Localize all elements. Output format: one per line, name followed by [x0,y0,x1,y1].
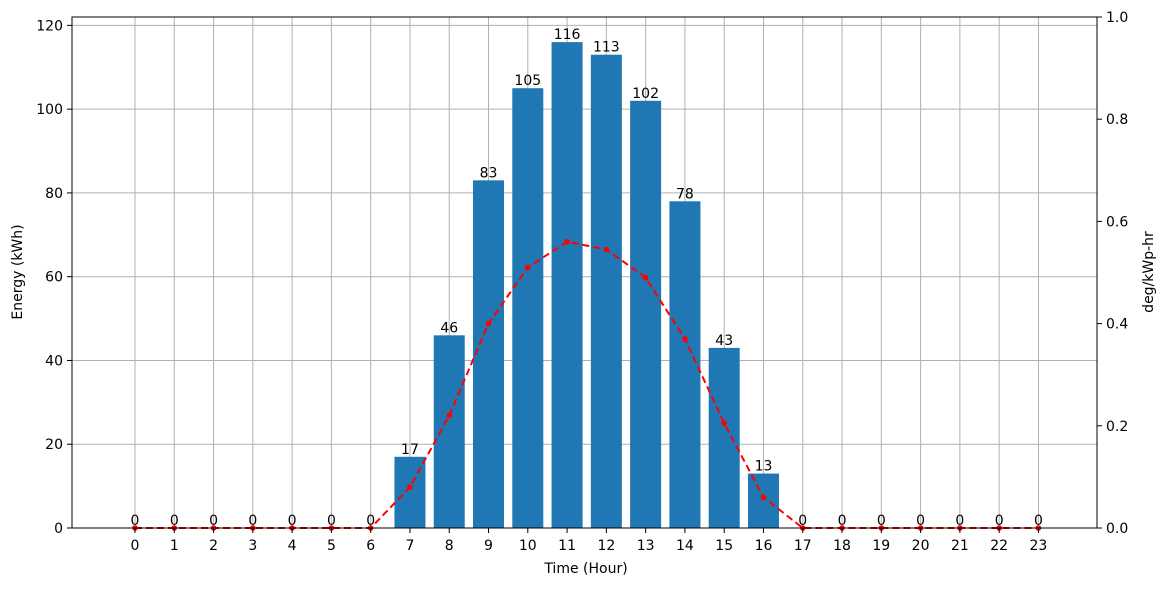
x-tick-label: 13 [637,538,655,554]
bar-value-label: 0 [327,513,336,529]
bar [590,54,622,529]
bars-layer [394,42,779,529]
y-tick-label: 0 [54,521,63,537]
bar [433,335,465,528]
x-tick-label: 0 [131,538,140,554]
x-tick-label: 7 [405,538,414,554]
axes-layer: 0 1 2 3 4 5 6 7 8 9 10 11 12 13 14 15 16 17 18 19 20 21 22 2302… [36,10,1128,554]
y2-tick-label: 0.0 [1106,521,1128,537]
bar [669,201,701,528]
x-axis-label: Time (Hour) [543,561,627,577]
x-tick-label: 6 [366,538,375,554]
line-point [760,494,767,501]
x-tick-label: 15 [715,538,733,554]
bar-value-label: 13 [755,459,773,475]
x-tick-label: 17 [794,538,812,554]
y-tick-label: 120 [36,18,63,34]
bar-value-label: 0 [877,513,886,529]
bar [708,347,740,528]
line-point [564,239,570,245]
bar-value-label: 0 [366,513,375,529]
x-tick-label: 12 [597,538,615,554]
bar-value-label: 0 [995,513,1004,529]
y-tick-label: 20 [45,437,63,453]
bar-value-label: 105 [514,73,541,89]
bar [512,88,544,528]
grid-layer [72,17,1097,529]
y-tick-label: 60 [45,270,63,286]
bar [630,100,662,528]
x-tick-label: 3 [248,538,257,554]
line-point [721,420,727,427]
line-point [485,320,492,327]
x-tick-label: 20 [912,538,930,554]
bar-value-label: 0 [1034,513,1043,529]
line-point [446,412,453,419]
x-tick-label: 19 [872,538,890,554]
line-point [642,274,649,281]
x-tick-label: 16 [755,538,773,554]
bar [551,42,583,528]
x-tick-label: 14 [676,538,694,554]
bar [473,180,505,528]
y-tick-label: 80 [45,186,63,202]
bar-value-label: 0 [248,513,257,529]
y2-axis-label: deg/kWp-hr [1141,231,1157,313]
bar-value-label: 102 [632,86,659,102]
bar-value-label: 0 [838,513,847,529]
bar-value-label: 0 [955,513,964,529]
y2-tick-label: 1.0 [1106,10,1128,26]
x-tick-label: 22 [990,538,1008,554]
bar-value-label: 0 [131,513,140,529]
line-point [682,336,688,342]
y2-tick-label: 0.4 [1106,317,1128,333]
plot-frame [71,16,1098,529]
x-tick-label: 5 [327,538,336,554]
degradation-line [135,240,1039,529]
line-layer [132,239,1042,531]
bar-value-label: 43 [715,333,733,349]
x-tick-label: 23 [1030,538,1048,554]
x-tick-label: 2 [209,538,218,554]
line-point [525,264,531,271]
bar-labels-layer: 0 0 0 0 0 0 0 17 46 83 105 116 113 102 78 43 13 0 0 0 0 0 0 0 [131,27,1043,529]
bar-value-label: 83 [480,165,498,181]
bar-value-label: 0 [170,513,179,529]
bar-value-label: 0 [209,513,218,529]
bar-value-label: 113 [593,40,620,56]
y-tick-label: 100 [36,102,63,118]
bar-value-label: 17 [401,442,419,458]
line-point [603,246,610,253]
y-tick-label: 40 [45,353,63,369]
x-tick-label: 8 [445,538,454,554]
bar-value-label: 78 [676,186,694,202]
bar-value-label: 0 [916,513,925,529]
line-point [407,484,413,490]
y2-tick-label: 0.2 [1106,419,1128,435]
bar-value-label: 46 [440,320,458,336]
x-tick-label: 9 [484,538,493,554]
x-tick-label: 1 [170,538,179,554]
y2-tick-label: 0.8 [1106,112,1128,128]
bar-value-label: 0 [798,513,807,529]
x-tick-label: 21 [951,538,969,554]
x-tick-label: 18 [833,538,851,554]
x-tick-label: 11 [558,538,576,554]
bar-value-label: 116 [554,27,581,43]
bar-value-label: 0 [288,513,297,529]
x-tick-label: 10 [519,538,537,554]
x-tick-label: 4 [288,538,297,554]
bar [747,473,779,528]
y2-tick-label: 0.6 [1106,214,1128,230]
y-axis-label: Energy (kWh) [10,224,26,319]
